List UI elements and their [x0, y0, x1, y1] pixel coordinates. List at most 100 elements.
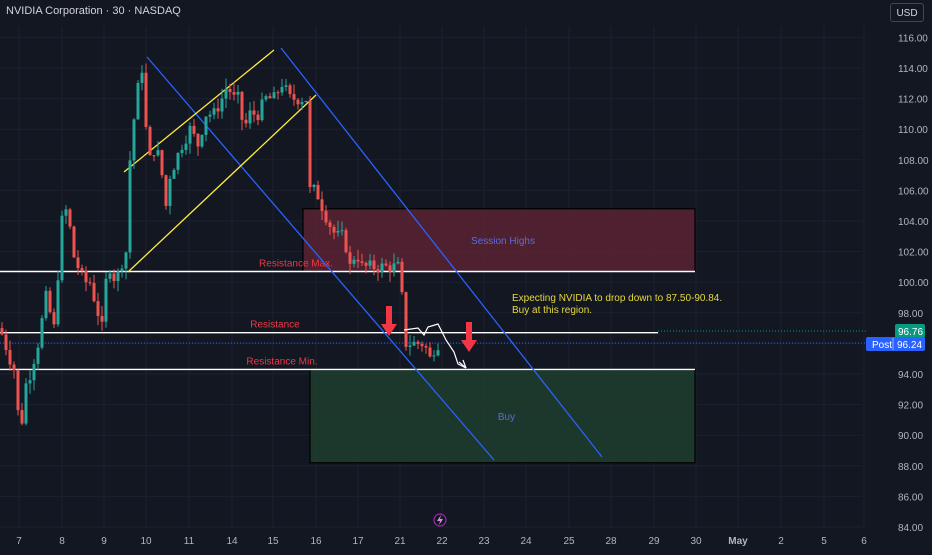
x-tick-label: 17 [352, 536, 364, 547]
y-tick-label: 86.00 [898, 492, 923, 503]
channels [123, 47, 603, 461]
x-tick-label: 29 [648, 536, 660, 547]
zone-buy [309, 368, 696, 464]
candle-body [416, 341, 420, 344]
candle-body [80, 268, 84, 271]
trend-lower[interactable] [127, 94, 317, 273]
annotation-text: Buy at this region. [512, 305, 592, 316]
candle-body [364, 262, 368, 266]
candle-body [60, 215, 64, 281]
candle-body [336, 230, 340, 233]
resistance-label: Resistance Min. [246, 356, 317, 367]
candle-body [316, 184, 320, 200]
projection-path[interactable] [403, 323, 467, 369]
candle-body [156, 150, 160, 156]
horizontal-lines: Resistance Max. Resistance Resistance Min. [0, 258, 866, 371]
last-price-tag [895, 324, 925, 338]
candle-body [372, 260, 376, 270]
candle-body [356, 259, 360, 262]
candle-body [304, 100, 308, 103]
y-tick-label: 98.00 [898, 309, 923, 320]
candle-body [100, 315, 104, 322]
candle-body [48, 290, 52, 313]
candle-body [108, 273, 112, 279]
y-tick-label: 116.00 [898, 33, 928, 44]
x-tick-label: 30 [690, 536, 702, 547]
x-tick-label: 24 [520, 536, 532, 547]
candle-body [392, 263, 396, 272]
zone-session-highs [302, 208, 696, 273]
currency-button[interactable]: USD [890, 3, 924, 22]
channel-upper[interactable] [280, 47, 603, 458]
candle-body [72, 226, 76, 258]
x-axis: 7 8 9 10 11 14 15 16 17 21 22 23 24 25 28 29 30 May 2 5 6 [16, 513, 867, 547]
candle-body [56, 280, 60, 325]
candle-body [136, 82, 140, 120]
annotation-text: Expecting NVIDIA to drop down to 87.50-9… [512, 293, 722, 304]
lightning-icon[interactable] [433, 513, 447, 527]
candle-body [200, 134, 204, 147]
y-tick-label: 104.00 [898, 217, 929, 228]
last-price-value: 96.76 [898, 327, 923, 338]
down-arrow-icon[interactable] [381, 306, 397, 336]
candle-body [324, 210, 328, 223]
candle-body [216, 108, 220, 112]
candle-body [8, 349, 12, 365]
post-price-value: 96.24 [897, 340, 922, 351]
candle-body [64, 209, 68, 216]
zone-label: Buy [498, 412, 515, 423]
candle-body [288, 85, 292, 95]
candle-body [412, 341, 416, 346]
candle-body [76, 257, 80, 269]
lightning-glyph [437, 515, 443, 525]
candle-body [340, 230, 344, 232]
y-axis: 116.00 114.00 112.00 110.00 108.00 106.00 104.… [866, 33, 929, 534]
y-tick-label: 84.00 [898, 523, 923, 534]
candle-body [140, 72, 144, 83]
candle-body [204, 116, 208, 135]
candle-body [40, 318, 44, 348]
candle-body [68, 209, 72, 227]
candle-body [388, 265, 392, 272]
candle-body [116, 271, 120, 282]
candle-body [280, 86, 284, 93]
zones: Session Highs Buy [302, 208, 696, 464]
candle-body [96, 301, 100, 316]
candle-body [88, 282, 92, 284]
y-tick-label: 108.00 [898, 156, 929, 167]
down-arrow-icon[interactable] [461, 322, 477, 352]
candle-body [180, 149, 184, 153]
y-tick-label: 102.00 [898, 248, 929, 259]
candle-body [380, 263, 384, 273]
x-tick-label: 28 [605, 536, 617, 547]
candle-body [344, 230, 348, 253]
y-tick-label: 106.00 [898, 186, 929, 197]
candle-body [0, 328, 4, 335]
x-tick-label: 11 [184, 536, 195, 547]
x-tick-label: 5 [821, 536, 827, 547]
candle-body [44, 290, 48, 319]
candle-body [300, 102, 304, 105]
candle-body [52, 312, 56, 325]
y-tick-label: 112.00 [898, 95, 928, 106]
candle-body [312, 184, 316, 188]
candle-body [184, 143, 188, 150]
y-tick-label: 94.00 [898, 370, 923, 381]
candle-body [256, 114, 260, 121]
candle-body [112, 273, 116, 282]
x-tick-label: May [728, 536, 748, 547]
x-tick-label: 8 [59, 536, 65, 547]
candle-body [268, 96, 272, 99]
x-tick-label: 7 [16, 536, 22, 547]
x-tick-label: 15 [267, 536, 279, 547]
x-tick-label: 22 [436, 536, 448, 547]
post-tag-label: Post [872, 340, 892, 351]
candle-body [272, 92, 276, 99]
candle-body [164, 175, 168, 206]
y-tick-label: 114.00 [898, 64, 928, 75]
candle-body [240, 91, 244, 120]
candle-body [236, 91, 240, 95]
candle-body [352, 259, 356, 264]
